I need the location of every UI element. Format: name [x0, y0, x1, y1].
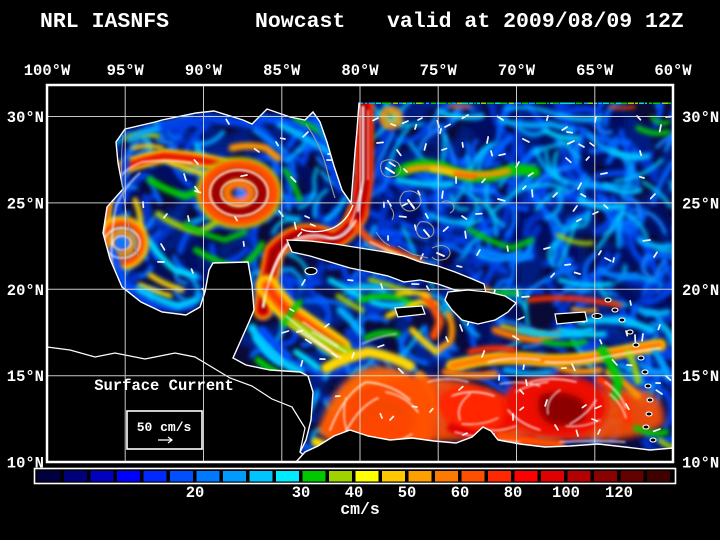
svg-text:25°N: 25°N: [7, 195, 44, 213]
svg-text:30: 30: [292, 484, 311, 502]
svg-text:25°N: 25°N: [682, 195, 719, 213]
svg-text:90°W: 90°W: [185, 62, 223, 80]
svg-text:50: 50: [398, 484, 417, 502]
svg-text:30°N: 30°N: [7, 109, 44, 127]
svg-text:40: 40: [345, 484, 364, 502]
svg-text:valid at 2009/08/09 12Z: valid at 2009/08/09 12Z: [387, 10, 684, 34]
svg-text:10°N: 10°N: [682, 455, 719, 473]
svg-text:10°N: 10°N: [7, 455, 44, 473]
svg-text:65°W: 65°W: [576, 62, 614, 80]
svg-text:85°W: 85°W: [263, 62, 301, 80]
svg-text:15°N: 15°N: [682, 368, 719, 386]
svg-text:15°N: 15°N: [7, 368, 44, 386]
svg-text:30°N: 30°N: [682, 109, 719, 127]
svg-text:20°N: 20°N: [7, 282, 44, 300]
svg-text:70°W: 70°W: [498, 62, 536, 80]
svg-text:Nowcast: Nowcast: [255, 10, 345, 34]
svg-text:Surface Current: Surface Current: [94, 377, 234, 395]
svg-text:NRL IASNFS: NRL IASNFS: [40, 10, 169, 34]
svg-text:100°W: 100°W: [24, 62, 71, 80]
svg-text:20°N: 20°N: [682, 282, 719, 300]
svg-text:100: 100: [552, 484, 580, 502]
svg-text:20: 20: [186, 484, 205, 502]
svg-text:120: 120: [605, 484, 633, 502]
svg-text:80: 80: [504, 484, 523, 502]
svg-text:50 cm/s: 50 cm/s: [137, 420, 192, 435]
svg-text:60: 60: [451, 484, 470, 502]
svg-text:95°W: 95°W: [107, 62, 145, 80]
svg-text:cm/s: cm/s: [340, 500, 380, 519]
svg-text:60°W: 60°W: [654, 62, 692, 80]
svg-text:80°W: 80°W: [341, 62, 379, 80]
svg-text:75°W: 75°W: [420, 62, 458, 80]
